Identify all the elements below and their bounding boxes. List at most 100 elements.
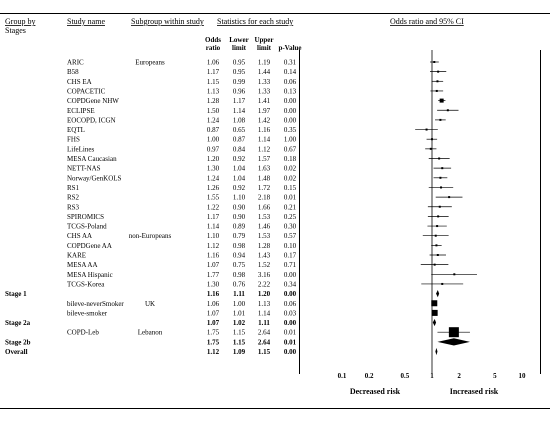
study-square (438, 157, 441, 160)
row-study-name: FHS (67, 136, 80, 144)
row-ll-value: 0.94 (233, 252, 246, 260)
row-p-value: 0.02 (284, 174, 297, 182)
row-ul-value: 1.19 (258, 59, 271, 67)
row-study-name: SPIROMICS (67, 213, 104, 221)
row-ll-value: 1.11 (233, 290, 245, 298)
row-ll-value: 1.04 (233, 165, 246, 173)
row-group-label: Stage 2b (5, 338, 31, 346)
row-ll-value: 0.89 (233, 223, 246, 231)
col-header-ul-1: Upper (254, 36, 273, 44)
row-or-value: 1.75 (207, 338, 220, 346)
row-p-value: 0.02 (284, 165, 297, 173)
row-ll-value: 0.95 (233, 68, 246, 76)
row-study-name: ECLIPSE (67, 107, 95, 115)
row-study-name: NETT-NAS (67, 165, 101, 173)
row-ll-value: 1.15 (233, 338, 246, 346)
row-ul-value: 1.14 (258, 309, 271, 317)
row-subgroup: Europeans (135, 59, 165, 67)
row-study-name: B58 (67, 68, 79, 76)
row-ll-value: 0.99 (233, 78, 246, 86)
x-tick-label: 2 (457, 372, 461, 380)
row-or-value: 1.28 (207, 97, 220, 105)
row-p-value: 0.00 (284, 290, 297, 298)
row-or-value: 1.14 (207, 223, 220, 231)
study-square (436, 80, 439, 83)
study-square (431, 309, 438, 316)
row-or-value: 1.24 (207, 174, 220, 182)
col-header-or-2: ratio (206, 44, 221, 52)
row-ul-value: 1.13 (258, 300, 271, 308)
row-subgroup: non-Europeans (129, 232, 172, 240)
row-or-value: 1.26 (207, 184, 220, 192)
row-ul-value: 1.28 (258, 242, 271, 250)
row-group-label: Overall (5, 348, 28, 356)
row-p-value: 0.00 (284, 107, 297, 115)
row-ul-value: 1.42 (258, 116, 271, 124)
row-p-value: 0.31 (284, 59, 297, 67)
study-square (433, 263, 436, 266)
row-p-value: 0.06 (284, 300, 297, 308)
row-ll-value: 0.92 (233, 184, 246, 192)
row-study-name: bileve-neverSmoker (67, 300, 124, 308)
x-tick-label: 0.2 (365, 372, 374, 380)
row-study-name: RS1 (67, 184, 80, 192)
row-or-value: 1.30 (207, 165, 220, 173)
row-ul-value: 1.12 (258, 145, 271, 153)
row-study-name: MESA Hispanic (67, 271, 113, 279)
row-ul-value: 2.64 (258, 329, 271, 337)
row-or-value: 1.12 (207, 348, 220, 356)
row-ll-value: 0.92 (233, 155, 246, 163)
row-ll-value: 0.96 (233, 87, 246, 95)
row-ll-value: 1.15 (233, 329, 246, 337)
study-square (453, 273, 456, 276)
row-p-value: 0.00 (284, 348, 297, 356)
row-or-value: 1.30 (207, 280, 220, 288)
row-or-value: 1.06 (207, 59, 220, 67)
row-p-value: 0.10 (284, 242, 297, 250)
row-or-value: 1.55 (207, 194, 220, 202)
study-square (425, 128, 428, 131)
row-or-value: 1.07 (207, 309, 220, 317)
row-ll-value: 0.76 (233, 280, 246, 288)
row-ll-value: 1.00 (233, 300, 246, 308)
row-study-name: COPACETIC (67, 87, 106, 95)
row-p-value: 0.57 (284, 232, 297, 240)
row-or-value: 1.06 (207, 300, 220, 308)
row-or-value: 1.16 (207, 252, 220, 260)
row-study-name: Norway/GenKOLS (67, 174, 122, 182)
study-square (438, 205, 441, 208)
row-study-name: KARE (67, 252, 86, 260)
row-ul-value: 1.41 (258, 97, 271, 105)
row-study-name: COPDGene NHW (67, 97, 119, 105)
row-study-name: CHS EA (67, 78, 92, 86)
row-p-value: 0.00 (284, 97, 297, 105)
row-ll-value: 0.75 (233, 261, 246, 269)
header-odds-ratio-ci: Odds ratio and 95% CI (390, 17, 464, 26)
study-square (429, 147, 432, 150)
summary-diamond (432, 318, 437, 327)
row-p-value: 0.00 (284, 319, 297, 327)
study-square (446, 109, 449, 112)
row-study-name: TCGS-Korea (67, 280, 105, 288)
row-ul-value: 1.53 (258, 213, 271, 221)
study-square (435, 244, 438, 247)
row-ul-value: 1.53 (258, 232, 271, 240)
row-p-value: 0.01 (284, 338, 297, 346)
study-square (433, 61, 436, 63)
row-ll-value: 1.17 (233, 97, 246, 105)
row-or-value: 1.10 (207, 232, 220, 240)
header-group-stages: Stages (5, 26, 26, 35)
row-or-value: 1.50 (207, 107, 220, 115)
row-ll-value: 1.01 (233, 309, 246, 317)
study-square (437, 70, 440, 73)
row-p-value: 0.00 (284, 271, 297, 279)
row-or-value: 1.22 (207, 203, 220, 211)
row-p-value: 0.71 (284, 261, 297, 269)
row-p-value: 0.01 (284, 194, 297, 202)
study-square (436, 254, 439, 256)
study-square (448, 327, 459, 338)
row-study-name: ARIC (67, 59, 84, 67)
row-p-value: 0.00 (284, 116, 297, 124)
row-ul-value: 3.16 (258, 271, 271, 279)
